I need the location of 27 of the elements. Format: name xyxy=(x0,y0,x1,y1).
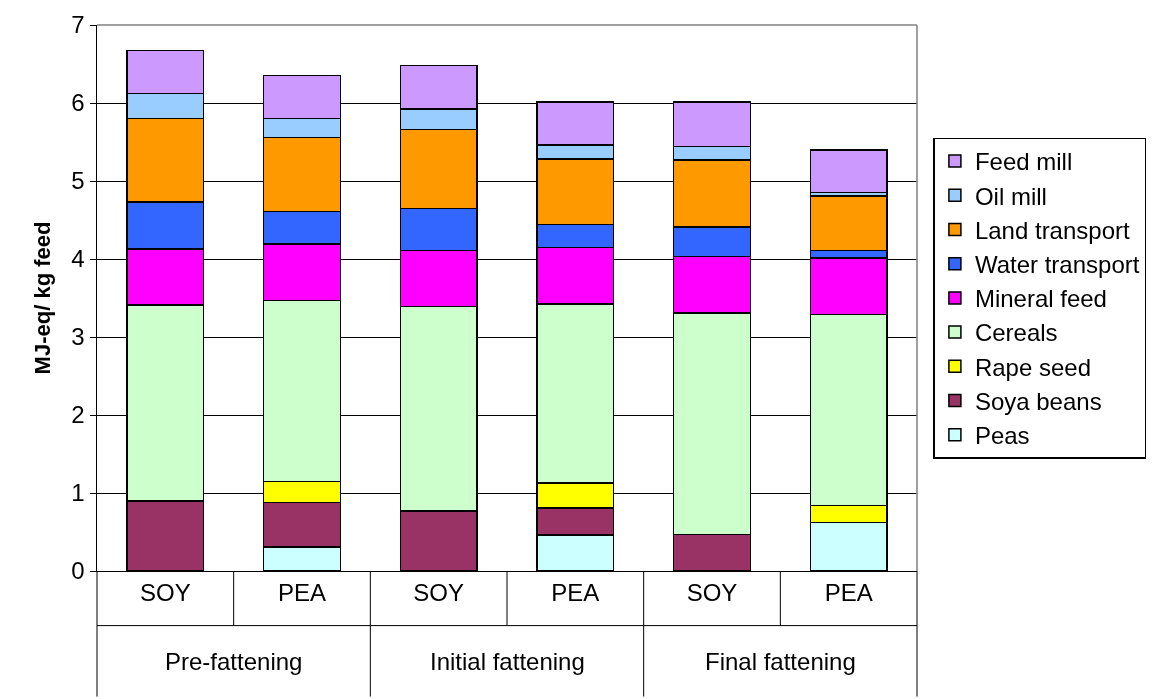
y-tick-label: 6 xyxy=(71,89,85,117)
y-axis-title: MJ-eq/ kg feed xyxy=(30,221,56,375)
x-tick-label: SOY xyxy=(686,578,738,606)
y-tick-label: 2 xyxy=(71,401,85,429)
legend-label: Peas xyxy=(974,422,1030,450)
text: Final fattening xyxy=(705,648,856,675)
y-tick-label: 4 xyxy=(71,245,85,273)
legend-label: Soya beans xyxy=(974,387,1102,415)
legend-label: Cereals xyxy=(974,319,1058,347)
y-tick-label: 0 xyxy=(71,557,85,585)
y-tick-label: 5 xyxy=(71,167,85,195)
legend-label: Land transport xyxy=(974,216,1130,244)
x-tick-label: PEA xyxy=(277,578,327,606)
y-tick-label: 1 xyxy=(71,479,85,507)
y-tick-label: 7 xyxy=(71,11,85,39)
legend-label: Rape seed xyxy=(974,353,1091,381)
x-tick-label: PEA xyxy=(824,578,873,606)
text: Pre-fattening xyxy=(165,648,303,675)
legend-label: Water transport xyxy=(974,251,1140,279)
x-tick-label: PEA xyxy=(551,578,600,606)
x-tick-label: SOY xyxy=(413,578,465,606)
x-tick-label: SOY xyxy=(139,578,191,606)
legend-label: Feed mill xyxy=(974,148,1073,176)
legend-label: Mineral feed xyxy=(974,285,1107,313)
text: Initial fattening xyxy=(430,648,585,675)
legend-label: Oil mill xyxy=(974,182,1047,210)
y-tick-label: 3 xyxy=(71,323,85,351)
